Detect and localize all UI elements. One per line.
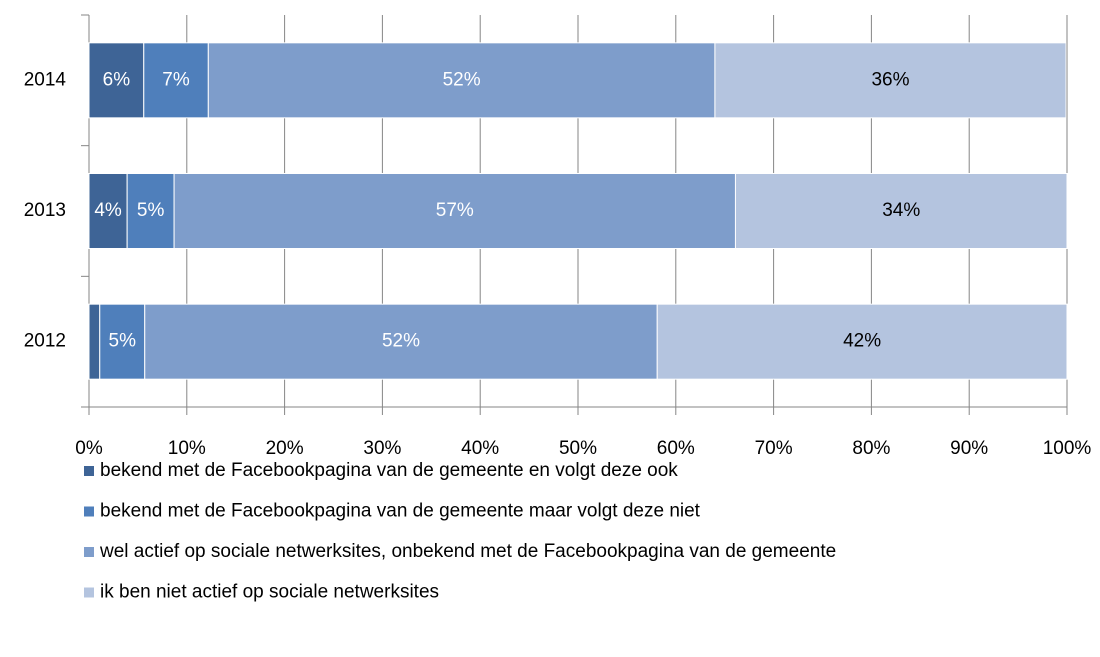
data-label: 52% <box>443 69 481 90</box>
bar-segment <box>88 173 128 249</box>
x-tick-label: 70% <box>755 438 793 459</box>
x-tick-label: 60% <box>657 438 695 459</box>
x-tick-label: 100% <box>1043 438 1092 459</box>
data-label: 7% <box>162 69 190 90</box>
data-label: 5% <box>109 331 137 352</box>
x-tick-label: 10% <box>168 438 206 459</box>
data-label: 5% <box>137 200 165 221</box>
y-tick-label: 2014 <box>24 69 67 90</box>
x-tick-label: 40% <box>461 438 499 459</box>
bar-segment <box>714 42 1067 119</box>
data-label: 52% <box>382 331 420 352</box>
legend-label: bekend met de Facebookpagina van de geme… <box>100 460 678 481</box>
bar-segment <box>173 173 736 249</box>
legend-swatch <box>84 547 94 557</box>
x-tick-label: 20% <box>266 438 304 459</box>
x-tick-label: 80% <box>852 438 890 459</box>
legend-label: bekend met de Facebookpagina van de geme… <box>100 501 701 522</box>
bar-segment <box>88 42 145 119</box>
data-label: 6% <box>103 69 131 90</box>
data-label: 4% <box>94 200 122 221</box>
bar-segment <box>207 42 716 119</box>
x-tick-label: 90% <box>950 438 988 459</box>
bar-segment <box>143 42 209 119</box>
bar-segment <box>88 303 101 380</box>
data-label: 34% <box>882 200 920 221</box>
bar-segment <box>734 173 1068 249</box>
y-tick-label: 2012 <box>24 331 66 352</box>
x-tick-label: 0% <box>75 438 103 459</box>
data-label: 57% <box>436 200 474 221</box>
data-label: 36% <box>871 69 909 90</box>
legend-swatch <box>84 466 94 476</box>
y-tick-label: 2013 <box>24 200 66 221</box>
bar-segment <box>126 173 175 249</box>
data-label: 42% <box>843 331 881 352</box>
bar-segment <box>99 303 146 380</box>
legend-label: wel actief op sociale netwerksites, onbe… <box>99 541 836 562</box>
legend-label: ik ben niet actief op sociale netwerksit… <box>100 582 439 603</box>
x-tick-label: 30% <box>363 438 401 459</box>
x-tick-label: 50% <box>559 438 597 459</box>
legend-swatch <box>84 506 94 517</box>
bar-segment <box>656 303 1068 380</box>
bar-segment <box>144 303 658 380</box>
legend-swatch <box>84 587 94 598</box>
